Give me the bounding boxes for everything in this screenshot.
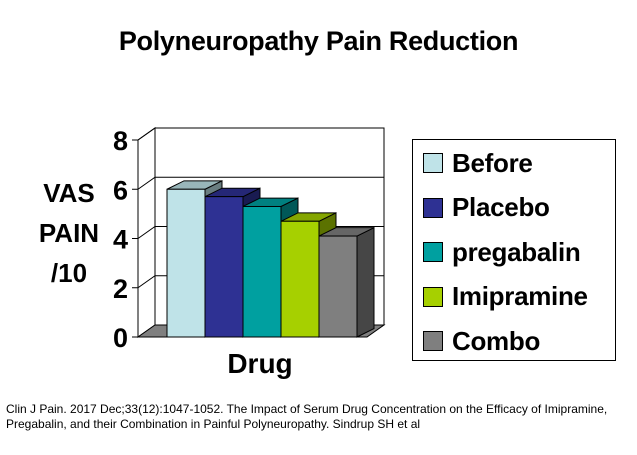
legend-label: Combo: [452, 325, 541, 356]
y-axis-label-line-1: VAS: [43, 178, 95, 208]
x-axis-label: Drug: [227, 348, 293, 379]
y-tick-label: 6: [113, 175, 128, 205]
gridline: [137, 127, 384, 141]
legend-label: Imipramine: [452, 281, 588, 311]
bar-placebo: [204, 196, 244, 338]
bar-imipramine: [280, 220, 320, 338]
legend-item-pregabalin: pregabalin: [423, 236, 581, 267]
legend-swatch: [423, 242, 443, 262]
y-tick-label: 8: [113, 126, 128, 156]
y-tick-label: 4: [113, 225, 128, 255]
bar-before: [166, 188, 206, 338]
chart-title: Polyneuropathy Pain Reduction: [118, 26, 519, 56]
legend-item-combo: Combo: [423, 326, 540, 356]
chart-legend: Before Placebo pregabalin Imipramine Combo: [412, 139, 616, 361]
legend-label: pregabalin: [452, 236, 581, 267]
y-axis-label-line-2: PAIN: [38, 218, 100, 248]
bar-pregabalin: [242, 205, 282, 338]
y-tick-label: 2: [113, 274, 128, 304]
legend-swatch: [423, 153, 443, 173]
legend-item-imipramine: Imipramine: [423, 281, 588, 312]
y-tick-label: 0: [113, 323, 128, 353]
y-axis-label-line-3: /10: [50, 258, 88, 288]
legend-label: Before: [452, 147, 533, 178]
bar-combo: [318, 235, 358, 338]
legend-swatch: [423, 197, 443, 218]
citation-text: Clin J Pain. 2017 Dec;33(12):1047-1052. …: [6, 402, 608, 431]
legend-swatch: [423, 286, 443, 307]
legend-swatch: [423, 331, 443, 351]
legend-item-before: Before: [423, 148, 533, 178]
legend-item-placebo: Placebo: [423, 192, 550, 223]
legend-label: Placebo: [452, 192, 550, 222]
gridline: [137, 176, 384, 190]
bar-side-combo: [356, 226, 375, 338]
